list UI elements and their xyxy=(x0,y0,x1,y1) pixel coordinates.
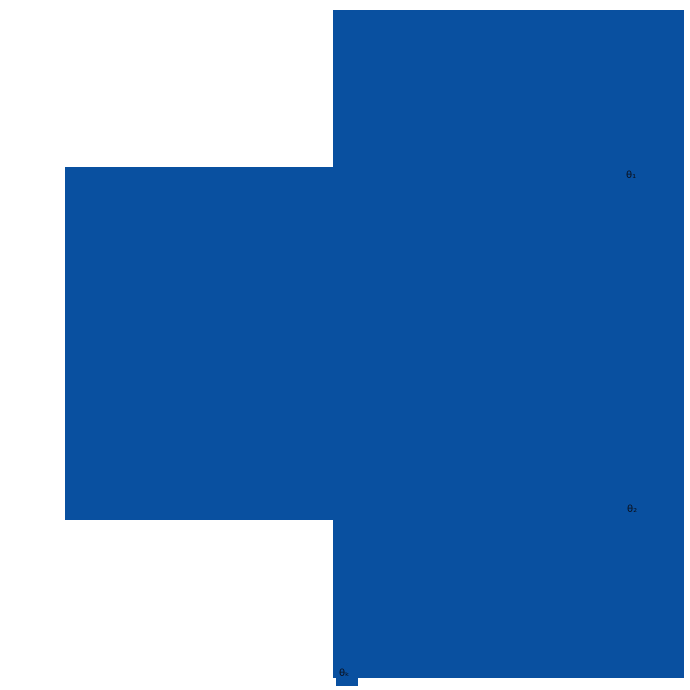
blue-region-left xyxy=(65,167,333,520)
label-theta-2: θ₂ xyxy=(627,504,638,515)
label-theta-1: θ₁ xyxy=(626,170,637,181)
label-theta-k: θₖ xyxy=(339,668,350,679)
blue-region-bottom-tab xyxy=(336,670,358,686)
blue-region-right xyxy=(333,10,684,678)
